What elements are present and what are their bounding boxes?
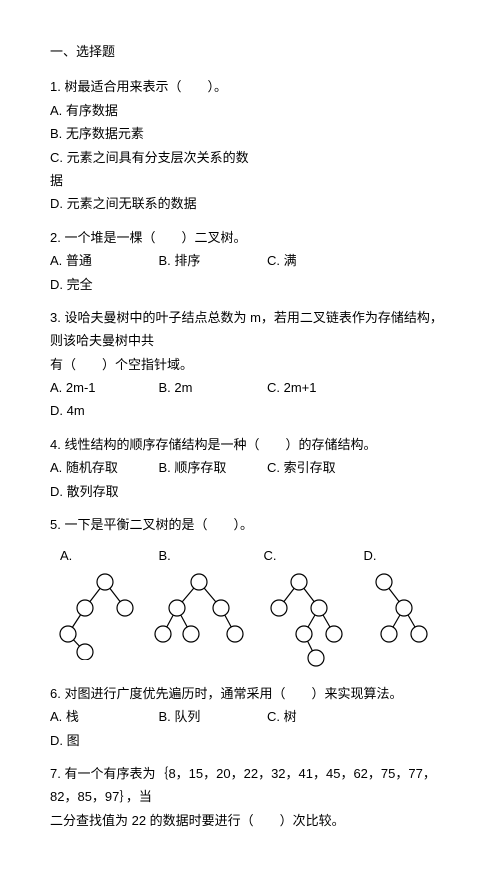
q5-label-b: B. — [149, 544, 254, 567]
q5-label-a: A. — [50, 544, 149, 567]
q1-option-b: B. 无序数据元素 — [50, 122, 251, 145]
q4-text: 4. 线性结构的顺序存储结构是一种（ ）的存储结构。 — [50, 433, 452, 456]
q1-option-d: D. 元素之间无联系的数据 — [50, 192, 251, 215]
q6-text: 6. 对图进行广度优先遍历时，通常采用（ ）来实现算法。 — [50, 682, 452, 705]
q5-tree-b: B. — [149, 544, 254, 669]
tree-diagram-c — [254, 570, 354, 670]
q6-option-c: C. 树 — [267, 705, 368, 728]
q2-option-c: C. 满 — [267, 249, 368, 272]
q3-option-b: B. 2m — [159, 376, 260, 399]
q3-option-a: A. 2m-1 — [50, 376, 151, 399]
q2-option-d: D. 完全 — [50, 273, 151, 296]
q2-text: 2. 一个堆是一棵（ ）二叉树。 — [50, 226, 452, 249]
q4-option-b: B. 顺序存取 — [159, 456, 260, 479]
question-6: 6. 对图进行广度优先遍历时，通常采用（ ）来实现算法。 A. 栈 B. 队列 … — [50, 682, 452, 752]
q2-option-a: A. 普通 — [50, 249, 151, 272]
q1-option-a: A. 有序数据 — [50, 99, 251, 122]
q6-option-a: A. 栈 — [50, 705, 151, 728]
q6-option-d: D. 图 — [50, 729, 151, 752]
q4-option-d: D. 散列存取 — [50, 480, 151, 503]
q5-text: 5. 一下是平衡二叉树的是（ ）。 — [50, 513, 452, 536]
q1-option-c: C. 元素之间具有分支层次关系的数据 — [50, 146, 251, 193]
question-3: 3. 设哈夫曼树中的叶子结点总数为 m，若用二叉链表作为存储结构，则该哈夫曼树中… — [50, 306, 452, 423]
q5-tree-c: C. — [254, 544, 354, 669]
question-7: 7. 有一个有序表为｛8，15，20，22，32，41，45，62，75，77，… — [50, 762, 452, 832]
q5-label-c: C. — [254, 544, 354, 567]
question-5: 5. 一下是平衡二叉树的是（ ）。 A. B. — [50, 513, 452, 670]
section-title: 一、选择题 — [50, 40, 452, 63]
q6-option-b: B. 队列 — [159, 705, 260, 728]
q4-option-a: A. 随机存取 — [50, 456, 151, 479]
question-4: 4. 线性结构的顺序存储结构是一种（ ）的存储结构。 A. 随机存取 B. 顺序… — [50, 433, 452, 503]
q4-option-c: C. 索引存取 — [267, 456, 368, 479]
q3-option-c: C. 2m+1 — [267, 376, 368, 399]
q3-text-line1: 3. 设哈夫曼树中的叶子结点总数为 m，若用二叉链表作为存储结构，则该哈夫曼树中… — [50, 306, 452, 353]
q5-tree-d: D. — [354, 544, 453, 669]
q3-text-line2: 有（ ）个空指针域。 — [50, 353, 452, 376]
q3-option-d: D. 4m — [50, 399, 151, 422]
q7-text-line2: 二分查找值为 22 的数据时要进行（ ）次比较。 — [50, 809, 452, 832]
tree-diagram-d — [354, 570, 434, 660]
q1-text: 1. 树最适合用来表示（ ）。 — [50, 75, 452, 98]
question-1: 1. 树最适合用来表示（ ）。 A. 有序数据 B. 无序数据元素 C. 元素之… — [50, 75, 452, 215]
question-2: 2. 一个堆是一棵（ ）二叉树。 A. 普通 B. 排序 C. 满 D. 完全 — [50, 226, 452, 296]
q2-option-b: B. 排序 — [159, 249, 260, 272]
q7-text-line1: 7. 有一个有序表为｛8，15，20，22，32，41，45，62，75，77，… — [50, 762, 452, 809]
tree-diagram-a — [50, 570, 145, 660]
q5-tree-a: A. — [50, 544, 149, 669]
q5-label-d: D. — [354, 544, 453, 567]
tree-diagram-b — [149, 570, 254, 660]
